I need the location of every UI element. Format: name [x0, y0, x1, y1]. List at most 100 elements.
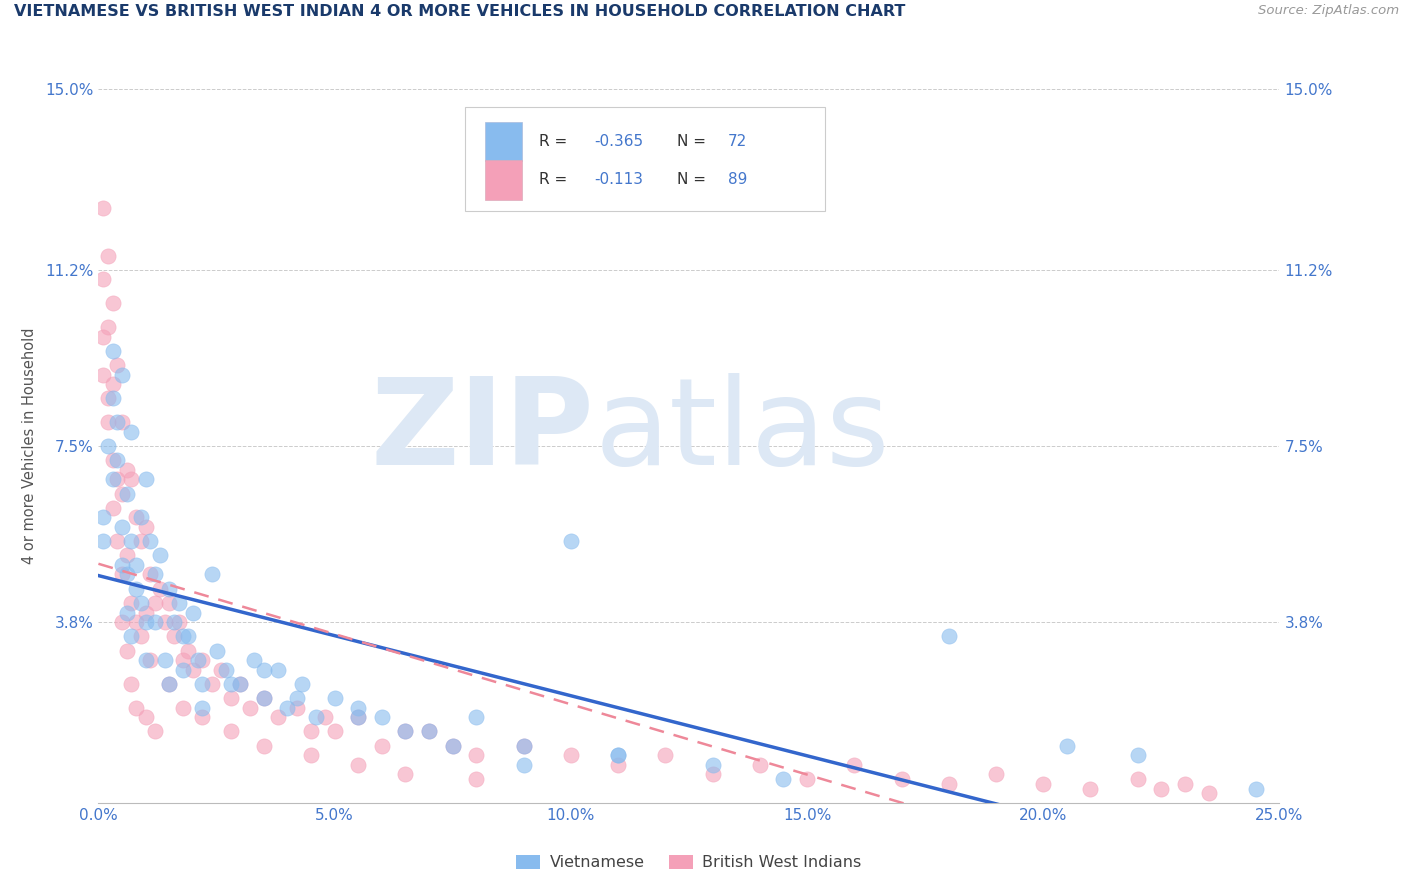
Point — [267, 710, 290, 724]
Point — [323, 691, 346, 706]
FancyBboxPatch shape — [485, 161, 523, 200]
Point — [219, 677, 242, 691]
Point — [1126, 748, 1149, 763]
Point — [91, 329, 114, 343]
Point — [177, 643, 200, 657]
Point — [276, 700, 298, 714]
Point — [135, 653, 157, 667]
Point — [191, 700, 214, 714]
Point — [347, 700, 370, 714]
Point — [607, 757, 630, 772]
Point — [135, 520, 157, 534]
Point — [253, 739, 276, 753]
Point — [121, 677, 143, 691]
Point — [125, 615, 148, 629]
Point — [441, 739, 464, 753]
Point — [157, 677, 180, 691]
Point — [394, 767, 416, 781]
Point — [290, 677, 312, 691]
Text: -0.365: -0.365 — [595, 134, 644, 149]
Point — [239, 700, 262, 714]
Text: R =: R = — [538, 172, 572, 187]
Point — [143, 724, 166, 739]
Point — [111, 520, 134, 534]
Point — [101, 377, 124, 392]
Point — [111, 615, 134, 629]
Point — [139, 653, 162, 667]
Point — [135, 615, 157, 629]
Point — [121, 425, 143, 439]
Point — [111, 558, 134, 572]
Point — [418, 724, 440, 739]
Point — [91, 272, 114, 286]
Point — [1174, 777, 1197, 791]
Point — [121, 534, 143, 549]
Point — [844, 757, 866, 772]
Point — [97, 320, 120, 334]
Point — [347, 757, 370, 772]
Point — [143, 567, 166, 582]
Point — [153, 615, 176, 629]
Point — [938, 777, 960, 791]
Text: Source: ZipAtlas.com: Source: ZipAtlas.com — [1258, 4, 1399, 18]
Point — [97, 415, 120, 429]
Point — [702, 757, 724, 772]
Point — [125, 510, 148, 524]
Point — [205, 643, 228, 657]
Point — [101, 472, 124, 486]
Point — [105, 472, 128, 486]
Point — [111, 486, 134, 500]
Point — [105, 534, 128, 549]
Point — [115, 549, 138, 563]
Point — [512, 757, 534, 772]
Point — [253, 691, 276, 706]
Text: 72: 72 — [728, 134, 747, 149]
Point — [129, 629, 152, 643]
Point — [139, 567, 162, 582]
Point — [323, 724, 346, 739]
Point — [267, 663, 290, 677]
Text: R =: R = — [538, 134, 572, 149]
Point — [984, 767, 1007, 781]
Point — [111, 415, 134, 429]
Point — [219, 691, 242, 706]
Point — [181, 663, 204, 677]
Point — [347, 710, 370, 724]
Point — [243, 653, 266, 667]
Point — [394, 724, 416, 739]
Point — [172, 629, 194, 643]
Point — [129, 534, 152, 549]
Point — [91, 510, 114, 524]
Text: atlas: atlas — [595, 373, 890, 491]
Point — [115, 463, 138, 477]
Point — [371, 710, 394, 724]
Point — [121, 596, 143, 610]
Point — [91, 368, 114, 382]
Point — [157, 582, 180, 596]
Point — [219, 724, 242, 739]
Point — [253, 691, 276, 706]
Point — [101, 296, 124, 310]
Point — [167, 615, 190, 629]
Point — [465, 772, 488, 786]
Point — [91, 201, 114, 215]
FancyBboxPatch shape — [485, 122, 523, 161]
Point — [938, 629, 960, 643]
Point — [441, 739, 464, 753]
Point — [149, 582, 172, 596]
Point — [191, 710, 214, 724]
Point — [191, 677, 214, 691]
Point — [1126, 772, 1149, 786]
Point — [172, 653, 194, 667]
Text: ZIP: ZIP — [371, 373, 595, 491]
Point — [129, 596, 152, 610]
Point — [105, 415, 128, 429]
Point — [139, 534, 162, 549]
Point — [890, 772, 912, 786]
Point — [285, 691, 308, 706]
Point — [560, 748, 582, 763]
Text: N =: N = — [678, 172, 711, 187]
FancyBboxPatch shape — [464, 107, 825, 211]
Point — [143, 596, 166, 610]
Point — [125, 582, 148, 596]
